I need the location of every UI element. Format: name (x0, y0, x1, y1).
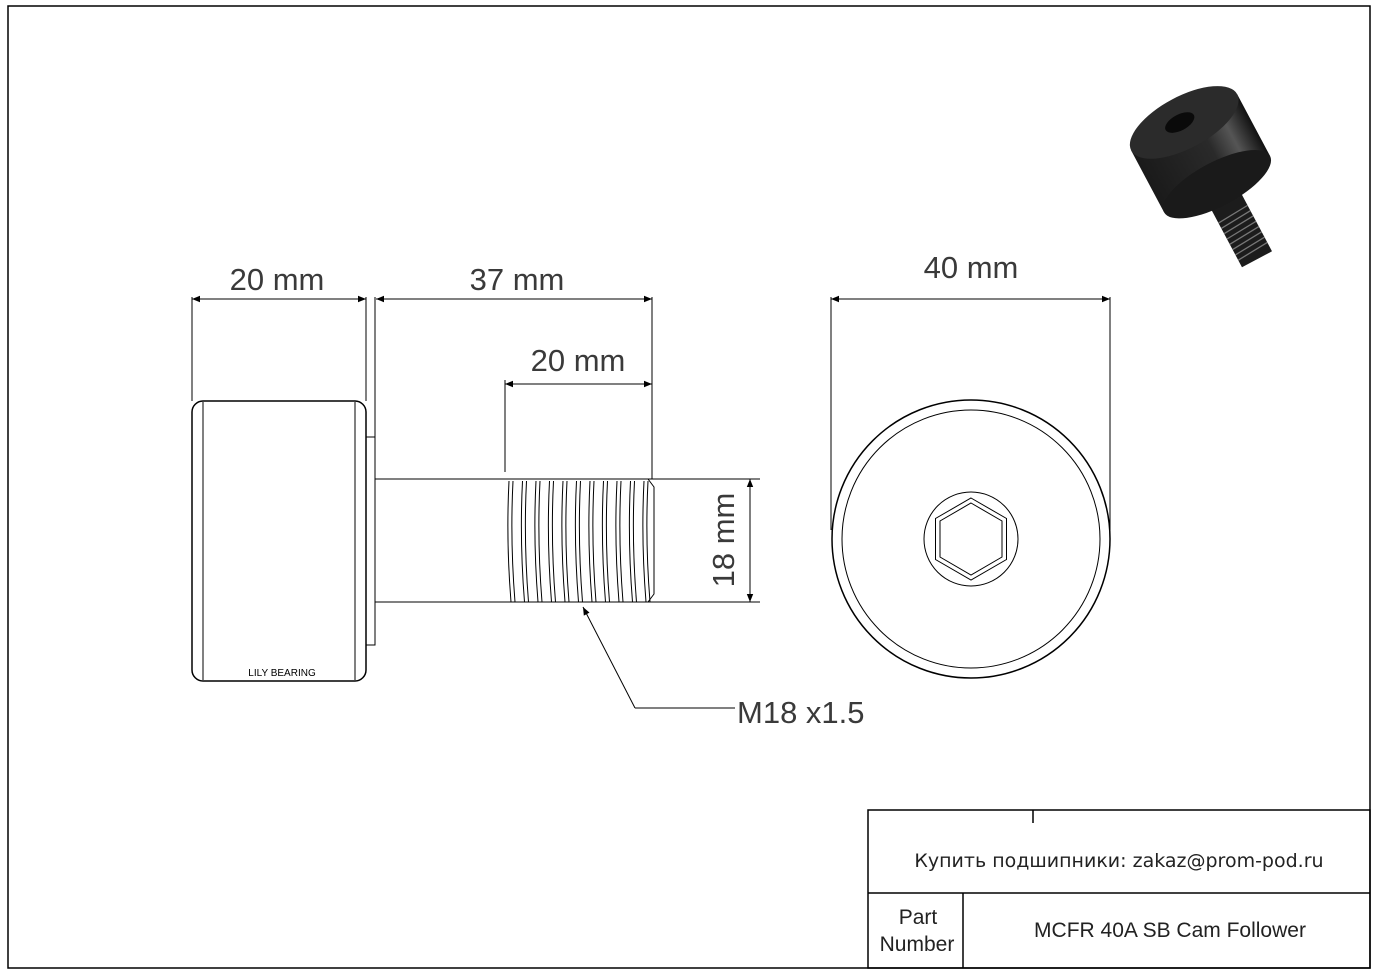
product-3d-image (1129, 86, 1272, 268)
front-view: 40 mm (830, 250, 1111, 679)
thread-line (547, 480, 552, 603)
part-number: MCFR 40A SB Cam Follower (1034, 919, 1306, 942)
thread-line (646, 480, 651, 603)
thread-line (578, 480, 583, 603)
dim-stud-length: 37 mm (470, 262, 565, 297)
number-label: Number (880, 933, 955, 956)
thread-section (507, 478, 655, 603)
roller-body (191, 400, 367, 682)
thread-line (565, 480, 570, 603)
thread-line (619, 480, 624, 603)
part-label: Part (899, 906, 938, 929)
thread-line (615, 480, 620, 603)
dim-stud-diameter: 18 mm (706, 493, 741, 588)
hex-socket-circle (923, 491, 1019, 587)
thread-line (507, 480, 512, 603)
title-block: Купить подшипники: zakaz@prom-pod.ru Par… (867, 809, 1371, 969)
dim-roller-width: 20 mm (230, 262, 325, 297)
dim-outer-diameter: 40 mm (924, 250, 1019, 285)
dim-thread-length: 20 mm (531, 343, 626, 378)
thread-line (588, 480, 593, 603)
body-marking: LILY BEARING (248, 668, 316, 679)
thread-line (642, 480, 647, 603)
thread-line (520, 480, 525, 603)
thread-line (605, 480, 610, 603)
thread-line (628, 480, 633, 603)
thread-line (601, 480, 606, 603)
thread-chamfer (647, 478, 655, 603)
thread-line (561, 480, 566, 603)
flange (365, 436, 376, 646)
thread-line (524, 480, 529, 603)
thread-line (574, 480, 579, 603)
side-view: LILY BEARING (191, 297, 760, 682)
thread-line (632, 480, 637, 603)
contact-text: Купить подшипники: zakaz@prom-pod.ru (914, 850, 1323, 872)
hex-socket (935, 497, 1007, 581)
dim-thread-spec: M18 x1.5 (737, 695, 865, 730)
thread-line (592, 480, 597, 603)
thread-line (551, 480, 556, 603)
dimension-annotations: 20 mm 37 mm 20 mm 18 mm M18 x1.5 (192, 262, 865, 730)
outer-circle (831, 399, 1111, 679)
thread-line (511, 480, 516, 603)
thread-line (534, 480, 539, 603)
drawing-border (7, 5, 1371, 969)
thread-line (538, 480, 543, 603)
